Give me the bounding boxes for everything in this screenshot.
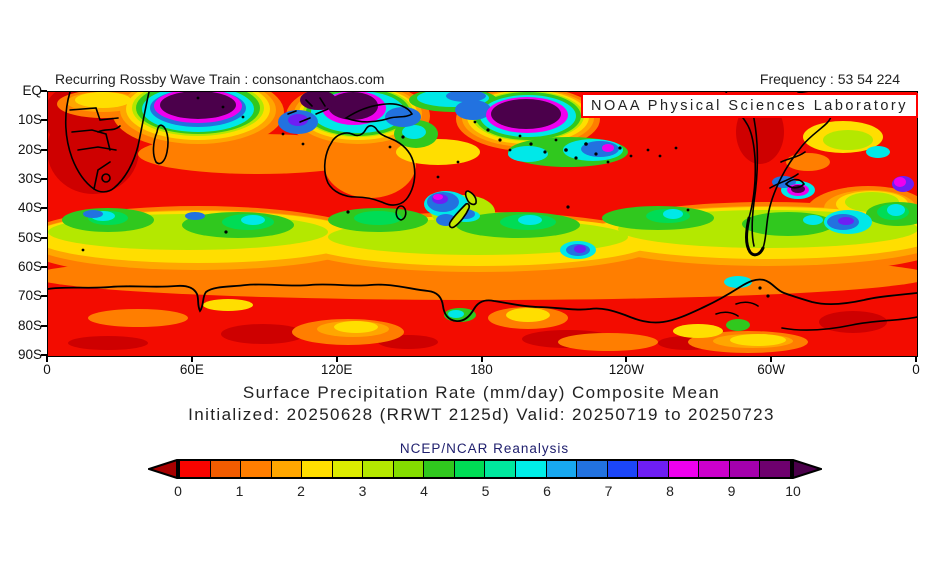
lat-tick <box>41 324 47 327</box>
lon-tick-label: 0 <box>912 362 920 377</box>
lat-tick <box>41 207 47 210</box>
colorbar-tick-label: 0 <box>174 483 182 499</box>
lon-tick-label: 0 <box>43 362 51 377</box>
colorbar-cell <box>729 461 761 477</box>
colorbar-cell <box>454 461 486 477</box>
lat-tick <box>41 236 47 239</box>
colorbar-left-arrow <box>148 459 178 479</box>
lat-tick <box>41 148 47 151</box>
colorbar-right-arrow <box>792 459 822 479</box>
noaa-overlay-text: NOAA Physical Sciences Laboratory <box>590 97 909 114</box>
lat-tick-label: 80S <box>17 317 42 333</box>
colorbar-cell <box>332 461 364 477</box>
lon-tick-label: 180 <box>470 362 493 377</box>
lon-tick-label: 60W <box>757 362 786 377</box>
lon-tick <box>915 356 917 362</box>
precipitation-map <box>47 91 918 357</box>
colorbar-tick-label: 4 <box>420 483 428 499</box>
colorbar-cell <box>241 461 272 477</box>
colorbar-tick-label: 2 <box>297 483 305 499</box>
header-left-text: Recurring Rossby Wave Train : consonantc… <box>55 71 385 87</box>
precipitation-field <box>48 92 917 356</box>
colorbar-cell <box>363 461 394 477</box>
colorbar-cell <box>393 461 425 477</box>
island-dots <box>81 96 770 298</box>
colorbar-cell <box>577 461 608 477</box>
lon-tick <box>770 356 773 362</box>
coastline-antarctica <box>48 278 917 324</box>
lat-tick <box>41 295 47 298</box>
lat-tick <box>41 90 47 92</box>
colorbar-cell <box>302 461 333 477</box>
lat-tick-label: 50S <box>17 229 42 245</box>
lat-tick-label: 60S <box>17 259 42 274</box>
lon-tick-label: 60E <box>179 362 204 377</box>
colorbar-tick-label: 7 <box>604 483 613 499</box>
coastline-newguinea <box>344 103 414 123</box>
lon-tick <box>46 356 48 362</box>
lat-tick <box>41 354 47 356</box>
lon-tick-label: 120E <box>320 362 353 377</box>
colorbar-cell <box>271 461 303 477</box>
lat-tick-label: 20S <box>17 141 42 157</box>
lat-tick <box>41 266 47 268</box>
lon-tick <box>625 356 628 362</box>
colorbar-tick-labels: 0 1 2 3 4 5 6 7 8 9 10 <box>174 483 801 499</box>
lon-tick <box>190 356 193 362</box>
colorbar-cell <box>638 461 669 477</box>
coastline-madagascar <box>152 124 169 165</box>
lon-tick <box>335 356 338 362</box>
colorbar-cell <box>668 461 700 477</box>
colorbar-cell <box>424 461 455 477</box>
lat-tick-label: 90S <box>17 347 42 362</box>
lon-tick-label: 120W <box>608 362 644 377</box>
colorbar-tick-label: 9 <box>727 483 736 499</box>
colorbar-cells <box>178 459 792 479</box>
coastline-africa <box>64 92 150 193</box>
colorbar-cell <box>546 461 578 477</box>
colorbar-tick-label: 1 <box>235 483 244 499</box>
lat-tick <box>41 178 47 180</box>
header-right-text: Frequency : 53 54 224 <box>759 71 900 87</box>
reanalysis-source-label: NCEP/NCAR Reanalysis <box>399 441 570 456</box>
noaa-overlay-label: NOAA Physical Sciences Laboratory <box>581 93 918 118</box>
coastline-southamerica <box>725 92 834 256</box>
colorbar <box>148 459 822 479</box>
plot-subtitle: Initialized: 20250628 (RRWT 2125d) Valid… <box>188 405 775 424</box>
colorbar-tick-label: 3 <box>358 483 367 499</box>
lat-tick-label: EQ <box>22 83 42 98</box>
colorbar-cell <box>699 461 730 477</box>
colorbar-tick-label: 10 <box>785 483 801 499</box>
colorbar-tick-label: 5 <box>481 483 490 499</box>
darkpurple-cores <box>160 92 805 193</box>
lat-tick-label: 10S <box>17 112 42 128</box>
colorbar-cell <box>210 461 242 477</box>
plot-title: Surface Precipitation Rate (mm/day) Comp… <box>242 383 721 402</box>
lat-tick-label: 40S <box>17 200 42 216</box>
colorbar-cell <box>607 461 639 477</box>
colorbar-cell <box>760 461 790 477</box>
lon-tick <box>480 356 483 362</box>
coastline-newzealand <box>448 190 477 229</box>
colorbar-tick-label: 6 <box>543 483 551 499</box>
coastline-tasmania <box>395 205 407 221</box>
colorbar-cell <box>180 461 211 477</box>
coastlines <box>48 92 917 331</box>
lat-tick <box>41 119 47 122</box>
colorbar-cell <box>516 461 547 477</box>
colorbar-cell <box>485 461 517 477</box>
lat-tick-label: 70S <box>17 288 42 304</box>
coastline-australia <box>323 124 416 206</box>
lat-tick-label: 30S <box>17 171 42 186</box>
colorbar-tick-label: 8 <box>666 483 674 499</box>
